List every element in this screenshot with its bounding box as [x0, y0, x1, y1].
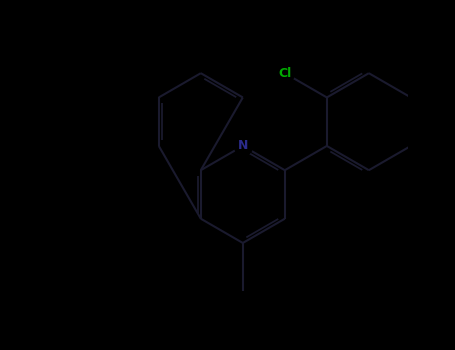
Text: Cl: Cl — [278, 67, 292, 80]
Text: N: N — [238, 139, 248, 153]
